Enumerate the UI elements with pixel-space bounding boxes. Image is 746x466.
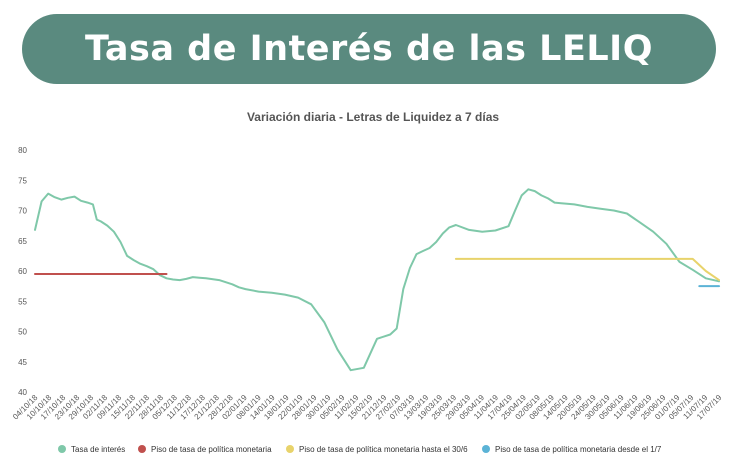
- series-layer: [34, 188, 720, 372]
- y-tick-label: 60: [18, 267, 27, 276]
- series-line-3: [454, 257, 720, 282]
- chart-title: Variación diaria - Letras de Liquidez a …: [246, 110, 500, 124]
- y-tick-label: 55: [18, 297, 27, 306]
- legend-marker: [58, 445, 66, 453]
- x-axis: 04/10/1810/10/1817/10/1823/10/1829/10/18…: [11, 393, 724, 422]
- y-tick-label: 45: [18, 358, 27, 367]
- legend-label: Piso de tasa de política monetaria desde…: [495, 445, 662, 454]
- legend-label: Piso de tasa de política monetaria: [151, 445, 272, 454]
- legend-marker: [138, 445, 146, 453]
- y-axis: 40 45 50 55 60 65 70 75 80: [18, 146, 27, 397]
- y-tick-label: 50: [18, 328, 27, 337]
- banner-title: Tasa de Interés de las LELIQ: [85, 29, 653, 69]
- legend-label: Piso de tasa de política monetaria hasta…: [299, 445, 468, 454]
- y-tick-label: 75: [18, 176, 27, 185]
- y-tick-label: 65: [18, 237, 27, 246]
- title-banner: Tasa de Interés de las LELIQ: [22, 14, 716, 84]
- legend: Tasa de interés Piso de tasa de política …: [58, 445, 662, 454]
- legend-marker: [286, 445, 294, 453]
- series-line-1: [34, 188, 720, 372]
- y-tick-label: 40: [18, 388, 27, 397]
- y-tick-label: 80: [18, 146, 27, 155]
- legend-marker: [482, 445, 490, 453]
- legend-label: Tasa de interés: [71, 445, 125, 454]
- y-tick-label: 70: [18, 207, 27, 216]
